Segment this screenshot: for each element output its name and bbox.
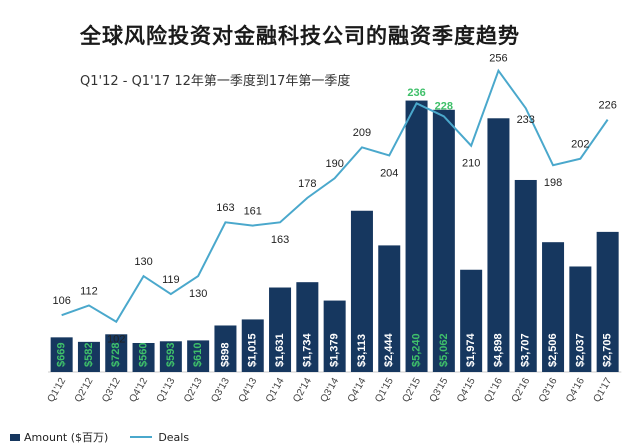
- x-tick-label-0: Q1'12: [46, 376, 69, 405]
- bar-0: [50, 337, 73, 372]
- deals-value-label-13: 236: [407, 87, 425, 99]
- bar-8: [269, 287, 292, 372]
- legend-label-deals: Deals: [158, 430, 190, 444]
- bar-value-label-10: $1,379: [329, 333, 341, 367]
- x-tick-label-3: Q4'12: [127, 376, 150, 405]
- x-tick-label-14: Q3'15: [428, 376, 451, 405]
- bar-15: [460, 269, 483, 372]
- bar-value-label-2: $728: [110, 343, 122, 367]
- x-tick-label-15: Q4'15: [455, 376, 478, 405]
- x-tick-label-17: Q2'16: [510, 376, 533, 405]
- deals-line: [61, 68, 609, 324]
- deals-value-label-11: 209: [353, 127, 371, 139]
- deals-value-label-6: 163: [216, 202, 234, 214]
- bar-value-label-12: $2,444: [383, 332, 395, 367]
- bar-4: [159, 341, 182, 372]
- bar-7: [241, 319, 264, 372]
- deals-value-label-19: 202: [571, 139, 589, 151]
- chart-legend: Amount ($百万) Deals: [10, 429, 189, 445]
- deals-value-label-10: 190: [325, 158, 343, 170]
- x-tick-label-2: Q3'12: [100, 376, 123, 405]
- bar-14: [432, 109, 455, 373]
- bar-16: [487, 118, 510, 372]
- bar-value-label-1: $582: [83, 343, 95, 367]
- x-tick-label-7: Q4'13: [237, 376, 260, 405]
- deals-value-label-14: 228: [435, 100, 453, 112]
- x-tick-label-19: Q4'16: [564, 376, 587, 405]
- x-tick-label-4: Q1'13: [155, 376, 178, 405]
- bar-value-label-14: $5,062: [438, 333, 450, 367]
- bar-9: [296, 282, 319, 372]
- bar-value-label-8: $1,631: [274, 333, 286, 367]
- bar-11: [350, 210, 373, 372]
- x-tick-label-13: Q2'15: [400, 376, 423, 405]
- deals-value-label-17: 233: [517, 114, 535, 126]
- x-tick-label-12: Q1'15: [373, 376, 396, 405]
- bar-value-label-19: $2,037: [574, 333, 586, 367]
- deals-value-label-5: 130: [189, 288, 207, 300]
- deals-value-label-12: 204: [380, 167, 398, 179]
- deals-value-label-20: 226: [598, 100, 616, 112]
- legend-line-swatch: [130, 436, 153, 438]
- deals-value-label-1: 112: [80, 285, 98, 297]
- deals-value-label-0: 106: [52, 295, 70, 307]
- bar-1: [77, 341, 100, 372]
- bar-value-label-9: $1,734: [301, 332, 313, 367]
- bar-6: [214, 325, 237, 372]
- x-tick-label-10: Q3'14: [319, 376, 342, 405]
- deals-value-label-18: 198: [544, 177, 562, 189]
- deals-value-label-2: 102: [107, 334, 125, 346]
- bar-value-label-13: $5,240: [410, 333, 422, 367]
- bar-12: [378, 245, 401, 372]
- x-tick-label-5: Q2'13: [182, 376, 205, 405]
- x-tick-label-18: Q3'16: [537, 376, 560, 405]
- deals-value-label-7: 161: [244, 205, 262, 217]
- x-tick-label-1: Q2'12: [73, 376, 96, 405]
- bar-20: [596, 231, 619, 372]
- bar-value-label-15: $1,974: [465, 332, 477, 367]
- bar-value-label-0: $669: [56, 343, 68, 367]
- bar-value-label-5: $610: [192, 343, 204, 367]
- x-tick-label-6: Q3'13: [209, 376, 232, 405]
- deals-value-label-3: 130: [134, 256, 152, 268]
- bar-19: [569, 266, 592, 372]
- x-tick-label-16: Q1'16: [482, 376, 505, 405]
- bar-value-label-3: $560: [137, 343, 149, 367]
- chart-subtitle: Q1'12 - Q1'17 12年第一季度到17年第一季度: [80, 74, 351, 89]
- bar-value-label-20: $2,705: [602, 333, 614, 367]
- bar-10: [323, 300, 346, 372]
- x-tick-label-11: Q4'14: [346, 376, 369, 405]
- bar-5: [187, 340, 210, 372]
- deals-value-label-4: 119: [162, 274, 180, 286]
- bar-18: [542, 242, 565, 372]
- deals-value-label-9: 178: [298, 178, 316, 190]
- bar-value-label-18: $2,506: [547, 333, 559, 367]
- bar-17: [514, 179, 537, 372]
- bar-value-label-4: $593: [165, 343, 177, 367]
- bar-value-label-6: $898: [219, 343, 231, 367]
- x-tick-label-20: Q1'17: [592, 376, 615, 405]
- bar-2: [105, 334, 128, 372]
- x-tick-label-8: Q1'14: [264, 376, 287, 405]
- deals-value-label-8: 163: [271, 234, 289, 246]
- x-tick-label-9: Q2'14: [291, 376, 314, 405]
- bar-value-label-17: $3,707: [520, 333, 532, 367]
- legend-bar-swatch: [10, 433, 20, 441]
- deals-value-label-15: 210: [462, 158, 480, 170]
- chart-title: 全球风险投资对金融科技公司的融资季度趋势: [80, 24, 520, 48]
- legend-label-amount: Amount ($百万): [24, 431, 109, 444]
- deals-value-label-16: 256: [489, 53, 507, 65]
- bar-13: [405, 100, 428, 373]
- bar-value-label-16: $4,898: [492, 333, 504, 367]
- bar-value-label-11: $3,113: [356, 334, 368, 367]
- bar-3: [132, 342, 155, 372]
- bar-value-label-7: $1,015: [247, 333, 259, 367]
